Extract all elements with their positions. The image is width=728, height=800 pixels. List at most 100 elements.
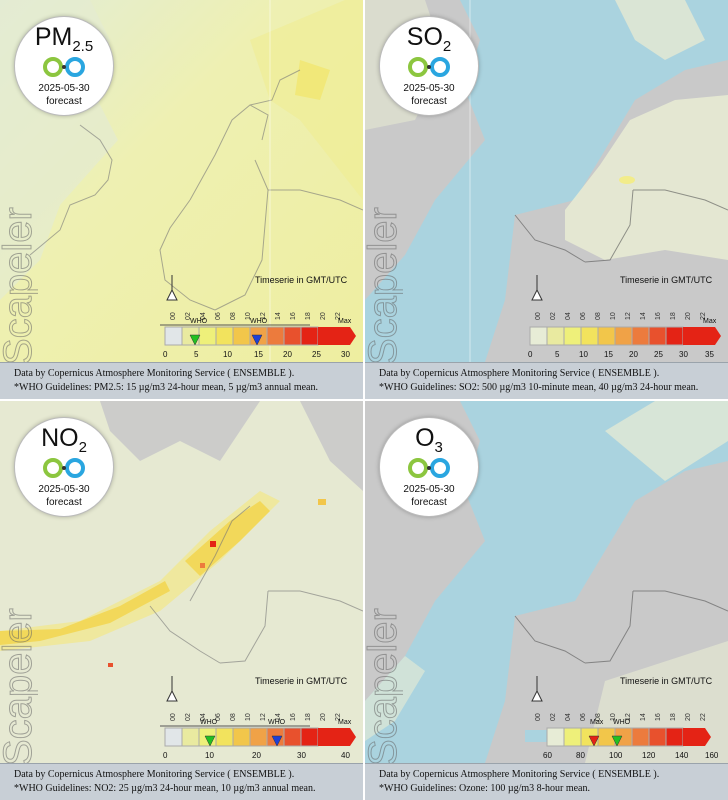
svg-text:Scapeler: Scapeler: [365, 608, 403, 766]
scapeler-watermark: Scapeler: [365, 207, 403, 366]
time-marker-icon: [166, 689, 178, 702]
svg-text:06: 06: [580, 312, 587, 320]
svg-text:20: 20: [629, 350, 638, 359]
hour-ticks: 00 02 04 06 08 10 12 14 16 18 20 22: [535, 312, 707, 320]
svg-text:25: 25: [654, 350, 663, 359]
svg-text:0: 0: [163, 751, 168, 760]
svg-text:Max: Max: [590, 719, 604, 726]
svg-text:Scapeler: Scapeler: [0, 608, 38, 766]
svg-text:08: 08: [595, 713, 602, 721]
panel-o3: Scapeler O3 2025-05-30 forecast Timeseri…: [365, 401, 728, 800]
pollutant-title: SO2: [406, 23, 452, 55]
svg-text:Max: Max: [703, 318, 717, 325]
svg-text:06: 06: [215, 312, 222, 320]
svg-text:WHO: WHO: [250, 318, 268, 325]
svg-text:30: 30: [297, 751, 306, 760]
svg-text:12: 12: [260, 713, 267, 721]
forecast-label: forecast: [46, 497, 82, 508]
svg-text:02: 02: [550, 312, 557, 320]
caption-who: *WHO Guidelines: PM2.5: 15 µg/m3 24-hour…: [14, 382, 318, 393]
panel-no2: Scapeler NO2 2025-05-30 forecast Timeser…: [0, 401, 363, 800]
color-scale: 00 02 04 06 08 10 12 14 16 18 20 22 WHO …: [160, 275, 356, 359]
color-scale: 00 02 04 06 08 10 12 14 16 18 20 22 WHO …: [160, 676, 356, 760]
svg-text:10: 10: [610, 713, 617, 721]
who-marker-green-icon: [189, 334, 201, 346]
pollutant-title: PM2.5: [34, 23, 94, 55]
pollutant-badge: NO2 2025-05-30 forecast: [14, 417, 114, 517]
svg-text:04: 04: [565, 713, 572, 721]
time-marker-icon: [166, 288, 178, 301]
svg-text:25: 25: [312, 350, 321, 359]
svg-text:04: 04: [200, 312, 207, 320]
svg-text:5: 5: [555, 350, 560, 359]
forecast-label: forecast: [411, 497, 447, 508]
color-scale-bar: [164, 727, 356, 747]
svg-text:140: 140: [675, 751, 689, 760]
svg-text:00: 00: [535, 713, 542, 721]
svg-text:15: 15: [604, 350, 613, 359]
forecast-label: forecast: [46, 96, 82, 107]
svg-text:06: 06: [580, 713, 587, 721]
copernicus-logo-icon: [408, 458, 450, 478]
svg-text:10: 10: [610, 312, 617, 320]
copernicus-logo-icon: [43, 57, 85, 77]
svg-text:Max: Max: [338, 318, 352, 325]
svg-text:30: 30: [679, 350, 688, 359]
caption-who: *WHO Guidelines: SO2: 500 µg/m3 10-minut…: [379, 382, 699, 393]
forecast-label: forecast: [411, 96, 447, 107]
svg-text:60: 60: [543, 751, 552, 760]
svg-text:100: 100: [609, 751, 623, 760]
color-scale-bar: [164, 326, 356, 346]
copernicus-logo-icon: [408, 57, 450, 77]
svg-text:35: 35: [705, 350, 714, 359]
svg-text:10: 10: [245, 312, 252, 320]
svg-text:20: 20: [283, 350, 292, 359]
color-scale-bar: [525, 727, 711, 747]
svg-text:22: 22: [700, 312, 707, 320]
caption: Data by Copernicus Atmosphere Monitoring…: [365, 362, 728, 399]
timeserie-label: Timeserie in GMT/UTC: [255, 676, 348, 686]
svg-text:22: 22: [335, 312, 342, 320]
panel-so2: Scapeler SO2 2025-05-30 forecast Timeser…: [365, 0, 728, 399]
pollutant-badge: SO2 2025-05-30 forecast: [379, 16, 479, 116]
svg-text:08: 08: [595, 312, 602, 320]
scale-ticks: 0 10 20 30 40: [163, 751, 350, 760]
caption: Data by Copernicus Atmosphere Monitoring…: [0, 362, 363, 399]
svg-text:08: 08: [230, 312, 237, 320]
svg-text:Scapeler: Scapeler: [0, 207, 38, 365]
svg-text:12: 12: [260, 312, 267, 320]
pollutant-title: O3: [415, 424, 443, 456]
hour-ticks: 00 02 04 06 08 10 12 14 16 18 20 22: [170, 713, 342, 721]
svg-text:16: 16: [290, 312, 297, 320]
svg-text:30: 30: [341, 350, 350, 359]
svg-text:10: 10: [579, 350, 588, 359]
scale-ticks: 0 5 10 15 20 25 30: [163, 350, 350, 359]
timeserie-label: Timeserie in GMT/UTC: [620, 676, 713, 686]
svg-text:40: 40: [341, 751, 350, 760]
svg-text:16: 16: [655, 713, 662, 721]
svg-text:20: 20: [252, 751, 261, 760]
svg-text:0: 0: [528, 350, 533, 359]
who-marker-blue-icon: [251, 334, 263, 346]
scapeler-watermark: Scapeler: [0, 207, 38, 366]
svg-text:10: 10: [205, 751, 214, 760]
who-marker-blue-icon: [271, 735, 283, 747]
svg-text:Max: Max: [338, 719, 352, 726]
pollutant-badge: O3 2025-05-30 forecast: [379, 417, 479, 517]
caption-who: *WHO Guidelines: Ozone: 100 µg/m3 8-hour…: [379, 783, 590, 794]
pollutant-badge: PM2.5 2025-05-30 forecast: [14, 16, 114, 116]
svg-text:160: 160: [705, 751, 719, 760]
svg-text:14: 14: [275, 312, 282, 320]
color-scale-bar: [529, 326, 721, 346]
svg-text:12: 12: [625, 312, 632, 320]
svg-text:20: 20: [320, 312, 327, 320]
svg-text:20: 20: [685, 312, 692, 320]
color-scale: 00 02 04 06 08 10 12 14 16 18 20 22 Max …: [525, 676, 719, 760]
caption-source: Data by Copernicus Atmosphere Monitoring…: [14, 368, 295, 379]
svg-text:14: 14: [640, 713, 647, 721]
svg-text:14: 14: [275, 713, 282, 721]
svg-text:WHO: WHO: [268, 719, 286, 726]
pollutant-title: NO2: [41, 424, 87, 456]
svg-text:08: 08: [230, 713, 237, 721]
